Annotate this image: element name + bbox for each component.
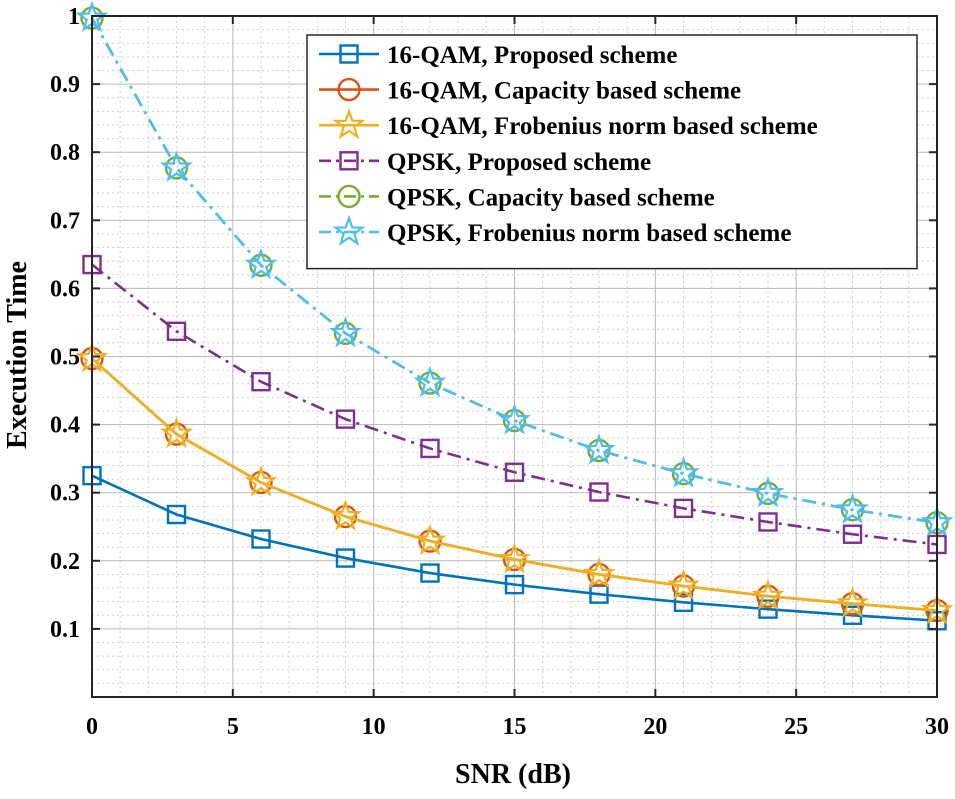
data-point-circle — [333, 504, 358, 529]
data-point-square — [673, 498, 694, 519]
data-point-square — [335, 548, 356, 568]
x-tick-label: 20 — [643, 714, 667, 740]
data-point-circle — [333, 321, 358, 346]
x-tick-label: 30 — [925, 714, 949, 740]
legend: 16-QAM, Proposed scheme 16-QAM, Capacity … — [306, 34, 918, 270]
y-tick-label: 0.6 — [50, 276, 80, 302]
data-point-circle — [418, 371, 442, 395]
series-line — [91, 263, 938, 546]
legend-entry: 16-QAM, Frobenius norm based scheme — [319, 107, 818, 140]
series-line — [91, 357, 938, 612]
x-tick-label: 0 — [86, 714, 98, 740]
legend-box — [306, 34, 918, 270]
y-tick-label: 0.8 — [50, 140, 80, 166]
data-point-star — [413, 365, 447, 398]
legend-label: QPSK, Proposed scheme — [387, 149, 651, 176]
legend-marker-circle — [337, 184, 361, 209]
data-point-star — [667, 568, 700, 601]
x-tick-label: 25 — [784, 714, 808, 740]
legend-label: 16-QAM, Frobenius norm based scheme — [387, 113, 818, 140]
data-point-star — [498, 403, 531, 435]
series-6 — [75, 0, 954, 537]
data-point-square — [166, 504, 187, 525]
legend-entry: 16-QAM, Proposed scheme — [319, 42, 677, 69]
data-point-square — [251, 529, 271, 549]
data-point-star — [329, 315, 362, 348]
data-point-circle — [249, 253, 273, 277]
data-point-star — [244, 465, 278, 497]
legend-marker-circle — [337, 77, 361, 102]
data-point-circle — [587, 438, 611, 463]
data-point-star — [498, 542, 531, 574]
x-tick-label: 15 — [503, 714, 527, 740]
data-point-star — [751, 578, 785, 611]
data-point-square — [420, 438, 440, 459]
legend-label: QPSK, Capacity based scheme — [387, 184, 715, 211]
legend-marker-star — [332, 214, 366, 247]
legend-entry: QPSK, Capacity based scheme — [319, 184, 715, 211]
data-point-square — [166, 321, 187, 342]
data-point-circle — [502, 408, 527, 433]
data-point-square — [589, 482, 609, 502]
y-tick-label: 0.3 — [50, 481, 80, 507]
legend-entry: QPSK, Proposed scheme — [319, 149, 651, 176]
data-point-circle — [164, 156, 189, 180]
data-point-square — [673, 592, 694, 613]
data-point-circle — [418, 529, 442, 553]
data-point-square — [335, 409, 356, 429]
data-point-star — [160, 416, 193, 449]
y-tick-label: 0.9 — [50, 72, 80, 98]
data-point-star — [836, 492, 869, 524]
y-tick-label: 0.5 — [50, 345, 80, 371]
series-1 — [82, 465, 947, 631]
legend-label: 16-QAM, Capacity based scheme — [387, 78, 741, 105]
data-point-square — [504, 462, 525, 482]
legend-marker-square — [339, 151, 359, 171]
data-point-circle — [502, 547, 527, 572]
data-point-circle — [840, 498, 865, 522]
legend-label: QPSK, Frobenius norm based scheme — [387, 220, 791, 247]
data-point-star — [582, 433, 616, 465]
data-point-square — [251, 371, 271, 392]
legend-marker-square — [339, 44, 359, 64]
data-point-star — [160, 150, 193, 182]
series-line — [90, 17, 938, 524]
y-axis-title: Execution Time — [2, 261, 33, 449]
data-point-square — [758, 512, 778, 532]
legend-entry: 16-QAM, Capacity based scheme — [319, 78, 741, 105]
series-lines — [75, 0, 954, 631]
data-point-circle — [164, 422, 189, 446]
data-point-circle — [249, 470, 273, 495]
y-tick-label: 0.2 — [50, 549, 80, 575]
series-line — [91, 474, 938, 623]
x-tick-label: 5 — [227, 714, 239, 740]
data-point-square — [842, 524, 863, 544]
y-tick-label: 1 — [68, 4, 80, 30]
y-tick-label: 0.4 — [50, 413, 80, 439]
data-point-circle — [756, 481, 780, 506]
data-point-star — [667, 456, 700, 488]
y-tick-label: 0.1 — [50, 617, 80, 643]
data-point-star — [751, 476, 785, 508]
legend-marker-star — [332, 107, 366, 140]
data-point-square — [420, 563, 440, 583]
data-point-circle — [671, 461, 696, 486]
data-point-circle — [587, 562, 611, 587]
data-point-star — [329, 499, 362, 531]
x-tick-label: 10 — [362, 714, 386, 740]
data-point-square — [504, 574, 525, 595]
legend-label: 16-QAM, Proposed scheme — [387, 42, 677, 69]
axis-ticks: 0 5 10 15 20 25 30 0.1 0.2 0.3 0.4 0.5 0.6 0.7 0.8 0.9 1 — [50, 4, 949, 740]
data-point-star — [413, 523, 447, 556]
data-point-star — [244, 247, 278, 280]
data-point-star — [836, 586, 869, 618]
legend-entry: QPSK, Frobenius norm based scheme — [319, 214, 791, 247]
x-axis-title: SNR (dB) — [455, 759, 571, 790]
y-tick-label: 0.7 — [50, 208, 80, 234]
data-point-star — [582, 557, 616, 589]
